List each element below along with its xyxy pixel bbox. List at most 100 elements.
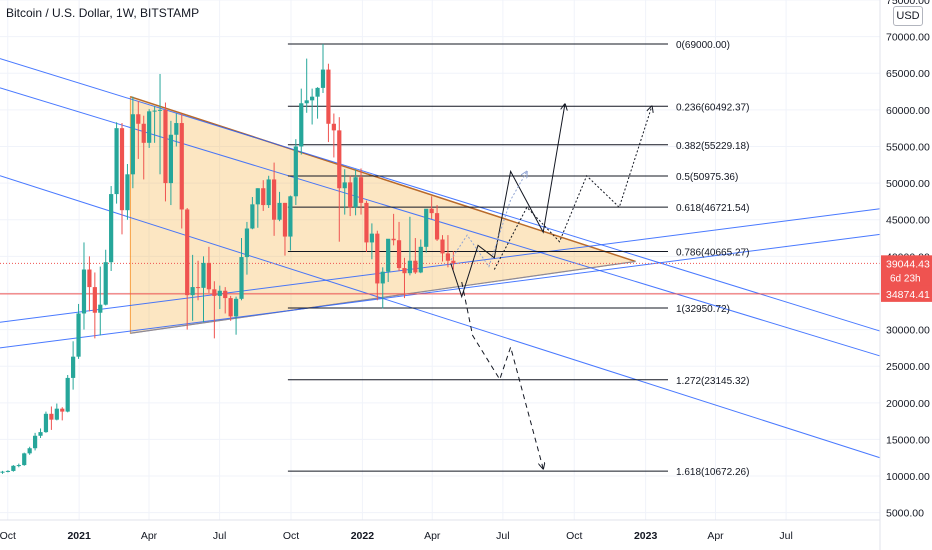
candle-body xyxy=(228,298,233,317)
trend-channel-lines xyxy=(0,58,881,459)
candle-body xyxy=(92,287,97,313)
candle-body xyxy=(358,177,364,203)
candle-body xyxy=(185,209,190,296)
projection-path[interactable] xyxy=(461,281,543,469)
x-tick-label: Apr xyxy=(707,530,724,542)
fib-level-label: 0.618(46721.54) xyxy=(676,203,749,214)
candle-body xyxy=(114,128,119,195)
candle-body xyxy=(310,96,315,101)
candle-body xyxy=(244,228,250,258)
candle-body xyxy=(288,196,293,237)
candle-body xyxy=(157,109,163,111)
candle-body xyxy=(60,408,65,412)
y-tick-label: 60000.00 xyxy=(886,105,930,117)
x-tick-label: Jul xyxy=(496,530,509,542)
channel-line[interactable] xyxy=(0,233,881,349)
candle-body xyxy=(342,182,347,189)
candle-body xyxy=(369,233,374,243)
price-level-label: 34874.41 xyxy=(886,289,930,301)
candle-body xyxy=(22,453,27,466)
candle-body xyxy=(32,435,38,449)
candle-body xyxy=(98,304,103,313)
candle-body xyxy=(250,204,255,229)
candle-body xyxy=(282,202,288,237)
channel-line[interactable] xyxy=(0,58,881,332)
candle-body xyxy=(190,287,195,296)
projection-paths xyxy=(450,104,652,469)
y-tick-label: 55000.00 xyxy=(886,141,930,153)
channel-line[interactable] xyxy=(0,175,881,459)
candle-body xyxy=(304,100,309,104)
current-price-tag xyxy=(881,255,932,288)
x-tick-label: Jul xyxy=(213,530,226,542)
candle-body xyxy=(223,290,228,299)
candle-body xyxy=(174,123,179,135)
candle-body xyxy=(179,123,184,210)
candle-body xyxy=(293,146,298,197)
candle-body xyxy=(424,208,429,247)
candle-body xyxy=(212,289,217,296)
chart-title: Bitcoin / U.S. Dollar, 1W, BITSTAMP xyxy=(6,6,200,20)
candle-body xyxy=(407,260,413,274)
candle-body xyxy=(54,408,59,420)
candle-body xyxy=(87,269,92,288)
price-labels: 39044.43 6d 23h 34874.41 xyxy=(881,255,932,302)
channel-line[interactable] xyxy=(0,87,881,357)
fib-level-label: 1.618(10672.26) xyxy=(676,467,749,478)
fibonacci-levels: 0(69000.00) 0.236(60492.37) 0.382(55229.18… xyxy=(287,40,749,478)
x-tick-label: 2022 xyxy=(351,530,375,542)
price-level-lines xyxy=(0,262,880,295)
candle-body xyxy=(27,448,32,454)
y-tick-label: 45000.00 xyxy=(886,215,930,227)
candle-body xyxy=(5,470,11,472)
y-tick-label: 50000.00 xyxy=(886,178,930,190)
channel-line[interactable] xyxy=(0,208,881,323)
y-tick-label: 10000.00 xyxy=(886,471,930,483)
projection-path[interactable] xyxy=(493,106,652,270)
y-tick-label: 70000.00 xyxy=(886,32,930,44)
price-level-tag xyxy=(881,285,932,302)
x-tick-label: Oct xyxy=(0,530,16,542)
fib-level-label: 1(32950.72) xyxy=(676,304,730,315)
candle-body xyxy=(418,246,423,273)
candle-body xyxy=(201,262,206,288)
x-tick-label: Jul xyxy=(779,530,792,542)
candle-body xyxy=(71,356,76,378)
candle-body xyxy=(434,213,440,240)
candle-body xyxy=(76,313,81,357)
fib-level-label: 0(69000.00) xyxy=(676,40,730,51)
candle-body xyxy=(380,271,385,284)
x-axis[interactable]: Oct 2021 Apr Jul Oct 2022 Apr Jul Oct 2023 Apr Jul xyxy=(0,519,932,542)
candle-body xyxy=(195,287,201,289)
candle-body xyxy=(255,188,260,205)
candle-body xyxy=(445,253,451,261)
projection-path[interactable] xyxy=(450,104,565,299)
x-tick-label: Apr xyxy=(424,530,441,542)
candle-body xyxy=(81,269,87,314)
candle-body xyxy=(206,262,212,290)
candle-body xyxy=(109,194,114,263)
candle-body xyxy=(147,111,152,143)
candle-body xyxy=(168,134,173,184)
projection-path[interactable] xyxy=(450,171,527,268)
candle-body xyxy=(16,465,21,467)
candle-body xyxy=(141,123,146,143)
x-tick-label: Apr xyxy=(141,530,158,542)
candle-body xyxy=(261,188,266,206)
currency-button[interactable]: USD xyxy=(893,6,923,26)
candle-body xyxy=(43,413,49,433)
candle-body xyxy=(326,69,331,124)
candle-body xyxy=(299,103,304,147)
candle-body xyxy=(353,177,358,208)
candle-body xyxy=(163,109,168,184)
y-tick-label: 20000.00 xyxy=(886,398,930,410)
candle-body xyxy=(429,208,434,214)
candle-body xyxy=(440,239,445,254)
candle-body xyxy=(103,262,108,305)
x-tick-label: Oct xyxy=(283,530,299,542)
candle-body xyxy=(233,298,239,317)
candle-body xyxy=(337,130,342,189)
candle-body xyxy=(239,257,244,299)
candle-body xyxy=(152,110,157,112)
